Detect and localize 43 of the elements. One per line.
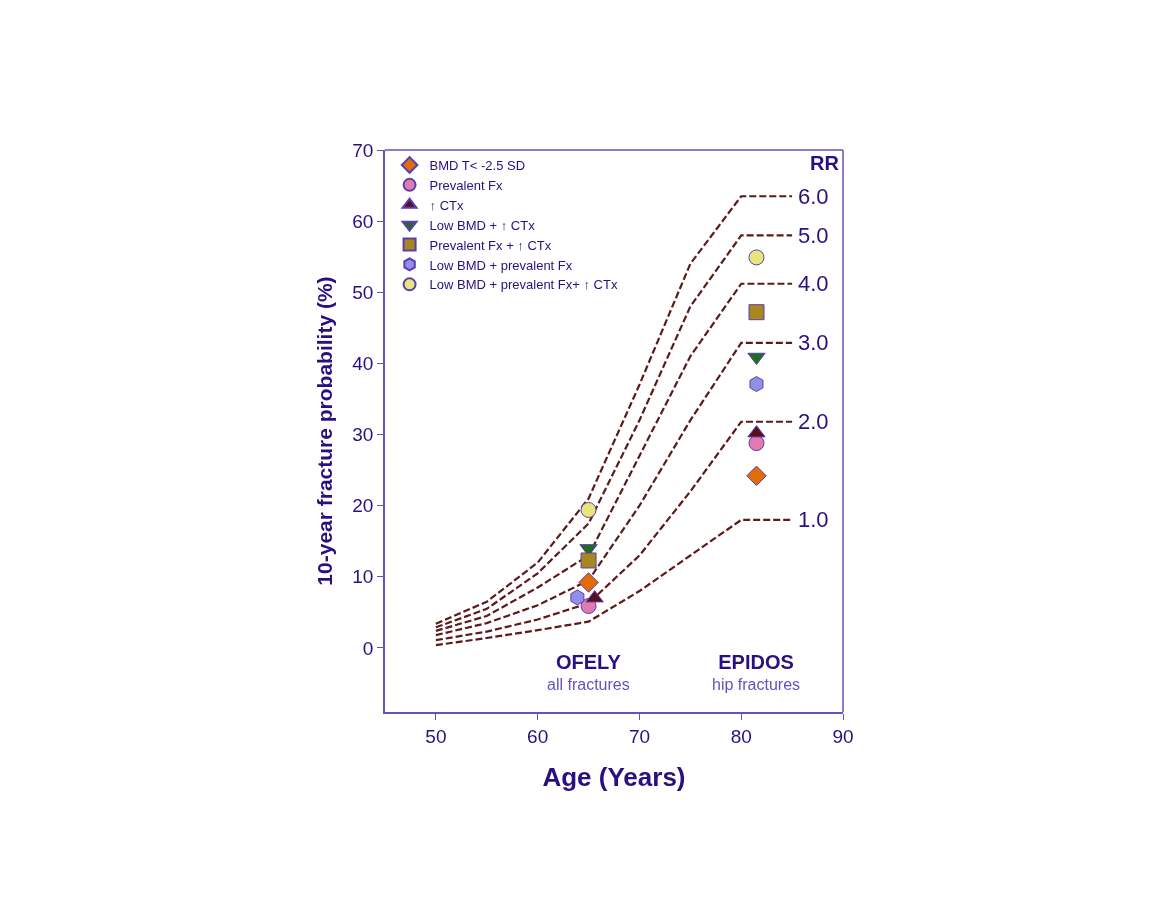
point — [578, 572, 599, 593]
series-label: 4.0 — [798, 271, 829, 296]
legend-label: Low BMD + prevalent Fx+ ↑ CTx — [429, 277, 618, 293]
y-tick-label: 0 — [362, 637, 374, 659]
point — [747, 352, 766, 366]
x-tick-label: 90 — [832, 725, 854, 747]
annotation: RR — [810, 152, 840, 174]
series-label: 5.0 — [798, 223, 829, 248]
point — [748, 249, 765, 266]
y-tick-label: 30 — [352, 424, 374, 446]
x-tick-label: 80 — [730, 725, 752, 747]
x-tick-label: 50 — [425, 725, 447, 747]
point — [749, 376, 764, 393]
point — [580, 501, 597, 518]
y-tick-label: 70 — [352, 139, 374, 161]
legend-label: Low BMD + ↑ CTx — [429, 217, 536, 233]
legend-label: Prevalent Fx + ↑ CTx — [429, 237, 552, 253]
y-tick-label: 10 — [352, 566, 374, 588]
y-tick-label: 50 — [352, 281, 374, 303]
y-axis-title: 10-year fracture probability (%) — [312, 276, 336, 586]
y-tick-label: 20 — [352, 495, 374, 517]
point — [748, 304, 765, 321]
point — [748, 435, 765, 452]
x-axis-title: Age (Years) — [542, 761, 686, 792]
series-label: 1.0 — [798, 507, 829, 532]
line-series — [434, 420, 794, 642]
legend-label: BMD T< -2.5 SD — [429, 158, 526, 174]
annotation: EPIDOS hip fractures — [712, 651, 801, 693]
y-tick-label: 60 — [352, 210, 374, 232]
series-label: 2.0 — [798, 409, 829, 434]
legend-label: Low BMD + prevalent Fx — [429, 257, 573, 273]
x-tick-label: 70 — [628, 725, 651, 747]
series-label: 3.0 — [798, 330, 829, 355]
annotation: OFELY all fractures — [547, 651, 630, 693]
x-tick-label: 60 — [527, 725, 549, 747]
y-tick-label: 40 — [352, 353, 374, 375]
line-series — [434, 341, 794, 637]
point — [580, 552, 597, 569]
point — [570, 589, 585, 606]
series-label: 6.0 — [798, 184, 829, 209]
legend-label: Prevalent Fx — [429, 177, 504, 193]
legend-label: ↑ CTx — [429, 197, 465, 213]
point — [746, 465, 767, 487]
